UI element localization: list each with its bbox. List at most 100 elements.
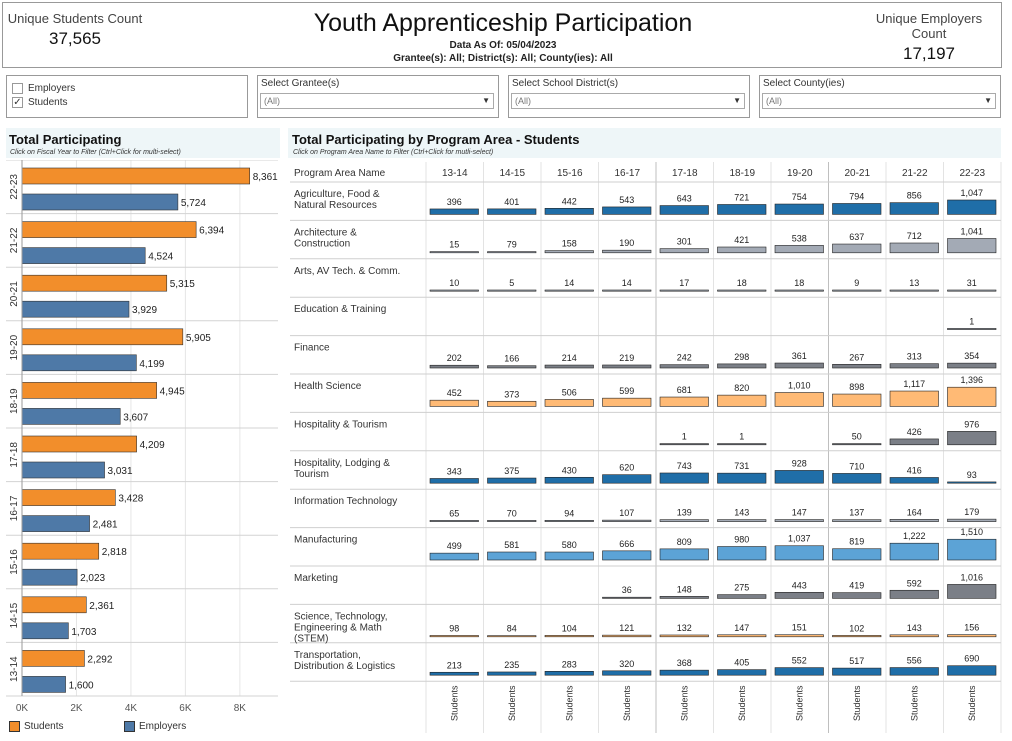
total-participating-chart[interactable]: 0K 2K 4K 6K 8K 22-23 8,361 5,724 21-22 6,394 4,524… bbox=[0, 160, 285, 718]
students-checkbox[interactable]: ✓ bbox=[12, 96, 23, 108]
school-district-select[interactable]: (All) ▼ bbox=[511, 93, 745, 109]
program-bar[interactable] bbox=[717, 246, 767, 254]
program-bar[interactable] bbox=[659, 364, 709, 369]
program-bar[interactable] bbox=[544, 520, 594, 522]
program-bar[interactable] bbox=[717, 289, 767, 292]
program-bar[interactable] bbox=[832, 243, 882, 254]
program-bar[interactable] bbox=[544, 364, 594, 369]
students-bar[interactable] bbox=[21, 650, 85, 667]
program-bar[interactable] bbox=[659, 548, 709, 561]
program-area-name[interactable]: Architecture & Construction bbox=[294, 227, 357, 249]
program-bar[interactable] bbox=[889, 477, 939, 484]
program-bar[interactable] bbox=[889, 289, 939, 292]
program-bar[interactable] bbox=[429, 520, 479, 522]
students-bar[interactable] bbox=[21, 435, 137, 453]
program-bar[interactable] bbox=[544, 635, 594, 638]
program-bar[interactable] bbox=[717, 443, 767, 446]
program-bar[interactable] bbox=[602, 634, 652, 638]
program-bar[interactable] bbox=[889, 202, 939, 215]
program-bar[interactable] bbox=[947, 238, 997, 254]
fiscal-year-label[interactable]: 16-17 bbox=[9, 495, 20, 521]
program-bar[interactable] bbox=[659, 443, 709, 446]
program-bar[interactable] bbox=[832, 443, 882, 446]
program-bar[interactable] bbox=[947, 289, 997, 292]
fiscal-year-label[interactable]: 21-22 bbox=[9, 227, 20, 253]
program-bar[interactable] bbox=[487, 400, 537, 407]
program-area-name[interactable]: Science, Technology, Engineering & Math (S… bbox=[294, 611, 388, 644]
program-bar[interactable] bbox=[544, 208, 594, 215]
program-bar[interactable] bbox=[717, 394, 767, 407]
program-bar[interactable] bbox=[717, 546, 767, 561]
students-bar[interactable] bbox=[21, 274, 168, 292]
program-bar[interactable] bbox=[602, 670, 652, 676]
program-bar[interactable] bbox=[717, 594, 767, 599]
fiscal-year-label[interactable]: 18-19 bbox=[9, 388, 20, 414]
program-bar[interactable] bbox=[947, 665, 997, 676]
chevron-down-icon[interactable]: ▼ bbox=[984, 96, 992, 105]
program-bar[interactable] bbox=[659, 634, 709, 638]
program-bar[interactable] bbox=[602, 474, 652, 484]
program-bar[interactable] bbox=[947, 431, 997, 446]
employers-bar[interactable] bbox=[21, 247, 146, 264]
program-bar[interactable] bbox=[717, 363, 767, 369]
students-bar[interactable] bbox=[21, 489, 116, 506]
students-bar[interactable] bbox=[21, 596, 87, 614]
program-bar[interactable] bbox=[774, 545, 824, 561]
program-bar[interactable] bbox=[774, 667, 824, 676]
fiscal-year-label[interactable]: 17-18 bbox=[9, 442, 20, 468]
program-bar[interactable] bbox=[602, 289, 652, 292]
program-bar[interactable] bbox=[544, 476, 594, 484]
program-area-name[interactable]: Agriculture, Food & Natural Resources bbox=[294, 189, 380, 211]
program-bar[interactable] bbox=[602, 249, 652, 254]
program-area-name[interactable]: Health Science bbox=[294, 381, 362, 392]
program-bar[interactable] bbox=[774, 392, 824, 407]
fiscal-year-label[interactable]: 14-15 bbox=[9, 602, 20, 628]
program-bar[interactable] bbox=[889, 390, 939, 407]
program-bar[interactable] bbox=[947, 362, 997, 369]
program-bar[interactable] bbox=[602, 550, 652, 561]
program-bar[interactable] bbox=[947, 386, 997, 407]
program-bar[interactable] bbox=[602, 364, 652, 369]
program-bar[interactable] bbox=[832, 548, 882, 561]
program-bar[interactable] bbox=[717, 204, 767, 215]
program-bar[interactable] bbox=[889, 438, 939, 446]
program-bar[interactable] bbox=[659, 472, 709, 484]
program-bar[interactable] bbox=[832, 473, 882, 484]
program-bar[interactable] bbox=[774, 592, 824, 599]
employers-bar[interactable] bbox=[21, 300, 130, 318]
program-bar[interactable] bbox=[659, 596, 709, 599]
employers-checkbox[interactable] bbox=[12, 82, 23, 94]
program-bar[interactable] bbox=[429, 399, 479, 407]
program-bar[interactable] bbox=[429, 671, 479, 676]
program-bar[interactable] bbox=[774, 245, 824, 254]
program-bar[interactable] bbox=[487, 477, 537, 484]
employers-bar[interactable] bbox=[21, 193, 179, 211]
program-bar[interactable] bbox=[889, 667, 939, 676]
program-area-name[interactable]: Arts, AV Tech. & Comm. bbox=[294, 266, 400, 277]
program-area-name[interactable]: Education & Training bbox=[294, 304, 386, 315]
employers-bar[interactable] bbox=[21, 568, 78, 586]
program-bar[interactable] bbox=[947, 481, 997, 484]
program-bar[interactable] bbox=[659, 248, 709, 254]
program-bar[interactable] bbox=[717, 519, 767, 522]
employers-bar[interactable] bbox=[21, 622, 69, 640]
program-bar[interactable] bbox=[774, 289, 824, 292]
students-checkbox-row[interactable]: ✓ Students bbox=[12, 95, 67, 109]
program-bar[interactable] bbox=[947, 538, 997, 561]
program-bar[interactable] bbox=[487, 251, 537, 254]
fiscal-year-label[interactable]: 15-16 bbox=[9, 549, 20, 575]
program-bar[interactable] bbox=[602, 519, 652, 522]
program-bar[interactable] bbox=[659, 519, 709, 522]
program-bar[interactable] bbox=[487, 551, 537, 561]
program-bar[interactable] bbox=[889, 589, 939, 599]
program-bar[interactable] bbox=[659, 205, 709, 215]
program-bar[interactable] bbox=[544, 551, 594, 561]
program-bar[interactable] bbox=[429, 364, 479, 369]
program-bar[interactable] bbox=[832, 635, 882, 638]
program-bar[interactable] bbox=[487, 289, 537, 292]
program-bar[interactable] bbox=[947, 634, 997, 638]
program-bar[interactable] bbox=[429, 251, 479, 254]
chevron-down-icon[interactable]: ▼ bbox=[733, 96, 741, 105]
fiscal-year-label[interactable]: 20-21 bbox=[9, 281, 20, 307]
fiscal-year-label[interactable]: 22-23 bbox=[9, 174, 20, 200]
